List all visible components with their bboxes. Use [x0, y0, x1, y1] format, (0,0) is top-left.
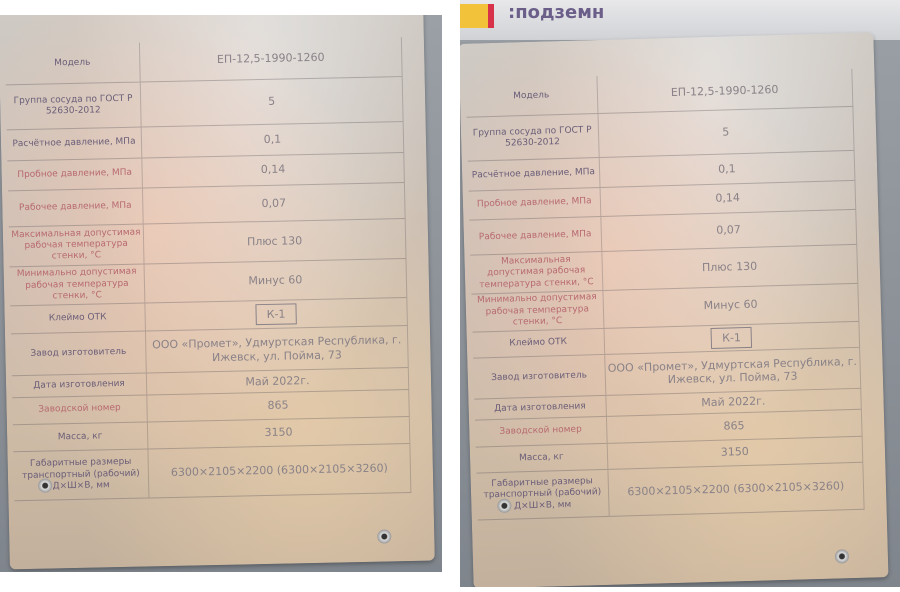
nameplate-photo-left: Модель ЕП-12,5-1990-1260 Группа сосуда по … — [0, 15, 442, 572]
row-value: Плюс 130 — [143, 219, 407, 265]
row-value: Минус 60 — [144, 258, 408, 304]
row-label: Габаритные размеры транспортный (рабочий… — [476, 469, 610, 521]
row-label: Расчётное давление, МПа — [6, 127, 143, 161]
sign-text: :подземн — [508, 2, 605, 23]
otk-stamp: К-1 — [710, 326, 753, 350]
row-label: Масса, кг — [12, 422, 149, 453]
nameplate-table: Модель ЕП-12,5-1990-1260 Группа сосуда по … — [465, 68, 865, 521]
row-label: Заводской номер — [474, 416, 608, 448]
row-label: Расчётное давление, МПа — [467, 158, 601, 192]
row-label: Рабочее давление, МПа — [469, 217, 602, 257]
row-label: Модель — [465, 76, 599, 118]
row-label: Модель — [4, 42, 141, 85]
bolt-icon — [834, 549, 850, 564]
row-label: Завод изготовитель — [473, 355, 606, 401]
row-label: Габаритные размеры транспортный (рабочий… — [13, 449, 150, 502]
row-value: 0,07 — [142, 182, 406, 225]
row-label: Пробное давление, МПа — [468, 187, 601, 221]
nameplate: Модель ЕП-12,5-1990-1260 Группа сосуда по … — [0, 15, 435, 570]
row-label: Завод изготовитель — [10, 331, 147, 377]
row-label: Минимально допустимая рабочая температур… — [471, 290, 605, 333]
row-value: ООО «Промет», Удмуртская Республика, г. … — [145, 325, 409, 374]
row-label: Масса, кг — [475, 443, 609, 474]
row-label: Заводской номер — [12, 395, 148, 426]
row-label: Дата изготовления — [11, 373, 148, 398]
nameplate-photo-right: :подземн Модель ЕП-12,5-1990-1260 Группа с… — [460, 0, 900, 587]
row-value: 6300×2105×2200 (6300×2105×3260) — [148, 444, 412, 499]
row-label: Минимально допустимая рабочая температур… — [9, 264, 146, 307]
row-value: 5 — [598, 107, 855, 159]
otk-stamp: К-1 — [255, 303, 297, 326]
nameplate-table: Модель ЕП-12,5-1990-1260 Группа сосуда по … — [4, 37, 412, 502]
row-value: 5 — [140, 76, 404, 128]
row-label: Группа сосуда по ГОСТ Р 52630-2012 — [5, 82, 142, 131]
row-label: Клеймо ОТК — [10, 303, 146, 335]
bolt-icon — [377, 529, 392, 544]
row-label: Рабочее давление, МПа — [7, 188, 144, 228]
row-label: Максимальная допустимая рабочая температ… — [8, 224, 145, 268]
nameplate: Модель ЕП-12,5-1990-1260 Группа сосуда по … — [460, 32, 889, 587]
row-value: 6300×2105×2200 (6300×2105×3260) — [608, 462, 865, 517]
row-value: ЕП-12,5-1990-1260 — [139, 37, 403, 83]
sign: :подземн — [460, 0, 900, 40]
row-value: ООО «Промет», Удмуртская Республика, г. … — [604, 348, 862, 397]
logo — [460, 4, 494, 28]
row-label: Максимальная допустимая рабочая температ… — [470, 252, 603, 295]
row-label: Группа сосуда по ГОСТ Р 52630-2012 — [466, 114, 600, 162]
row-label: Пробное давление, МПа — [7, 158, 143, 192]
row-label: Клеймо ОТК — [472, 328, 605, 359]
